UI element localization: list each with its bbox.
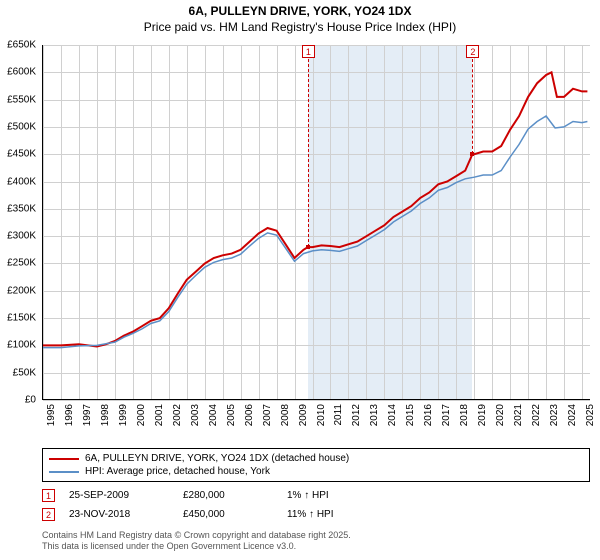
x-tick-label: 1995 bbox=[46, 404, 57, 426]
x-axis-labels: 1995 1996 1997 1998 1999 2000 2001 2002 2003 2004… bbox=[42, 402, 590, 447]
x-tick-label: 2022 bbox=[531, 404, 542, 426]
marker-connector bbox=[472, 59, 473, 154]
x-tick-label: 2012 bbox=[351, 404, 362, 426]
x-tick-label: 2001 bbox=[154, 404, 165, 426]
x-tick-label: 2013 bbox=[369, 404, 380, 426]
y-tick-label: £500K bbox=[7, 121, 36, 132]
legend-box: 6A, PULLEYN DRIVE, YORK, YO24 1DX (detac… bbox=[42, 448, 590, 482]
series-line bbox=[43, 116, 587, 348]
x-tick-label: 1997 bbox=[82, 404, 93, 426]
y-tick-label: £200K bbox=[7, 285, 36, 296]
x-tick-label: 2009 bbox=[298, 404, 309, 426]
y-tick-label: £100K bbox=[7, 340, 36, 351]
y-tick-label: £400K bbox=[7, 176, 36, 187]
chart-title-address: 6A, PULLEYN DRIVE, YORK, YO24 1DX bbox=[0, 4, 600, 20]
x-tick-label: 2024 bbox=[567, 404, 578, 426]
x-tick-label: 2000 bbox=[136, 404, 147, 426]
x-tick-label: 2005 bbox=[226, 404, 237, 426]
x-tick-label: 2007 bbox=[262, 404, 273, 426]
y-tick-label: £250K bbox=[7, 258, 36, 269]
x-tick-label: 2025 bbox=[585, 404, 596, 426]
marker-row: 2 23-NOV-2018 £450,000 11% ↑ HPI bbox=[42, 505, 590, 524]
x-tick-label: 2002 bbox=[172, 404, 183, 426]
chart-title-subtitle: Price paid vs. HM Land Registry's House … bbox=[0, 20, 600, 36]
x-tick-label: 2015 bbox=[405, 404, 416, 426]
x-tick-label: 2004 bbox=[208, 404, 219, 426]
y-tick-label: £300K bbox=[7, 231, 36, 242]
y-tick-label: £600K bbox=[7, 67, 36, 78]
marker-badge-on-chart: 1 bbox=[302, 45, 315, 58]
chart-plot-area: 12 bbox=[42, 45, 590, 400]
legend-item: 6A, PULLEYN DRIVE, YORK, YO24 1DX (detac… bbox=[49, 452, 583, 465]
marker-badge: 1 bbox=[42, 489, 55, 502]
y-tick-label: £350K bbox=[7, 203, 36, 214]
marker-point bbox=[470, 152, 474, 156]
marker-price: £450,000 bbox=[183, 509, 273, 520]
marker-hpi-delta: 1% ↑ HPI bbox=[287, 490, 329, 501]
marker-date: 23-NOV-2018 bbox=[69, 509, 169, 520]
footnote-line1: Contains HM Land Registry data © Crown c… bbox=[42, 530, 351, 541]
marker-point bbox=[306, 245, 310, 249]
sale-markers-table: 1 25-SEP-2009 £280,000 1% ↑ HPI 2 23-NOV-2018… bbox=[42, 486, 590, 524]
y-tick-label: £150K bbox=[7, 313, 36, 324]
x-tick-label: 1996 bbox=[64, 404, 75, 426]
x-tick-label: 2008 bbox=[280, 404, 291, 426]
plot-box: 12 bbox=[42, 45, 590, 400]
y-tick-label: £550K bbox=[7, 94, 36, 105]
legend-item: HPI: Average price, detached house, York bbox=[49, 465, 583, 478]
y-tick-label: £0 bbox=[25, 395, 36, 406]
x-tick-label: 2023 bbox=[549, 404, 560, 426]
legend-swatch bbox=[49, 458, 79, 460]
footnote-line2: This data is licensed under the Open Gov… bbox=[42, 541, 351, 552]
x-tick-label: 2003 bbox=[190, 404, 201, 426]
marker-badge-on-chart: 2 bbox=[466, 45, 479, 58]
x-tick-label: 2011 bbox=[333, 404, 344, 426]
series-line bbox=[43, 72, 587, 346]
x-tick-label: 2010 bbox=[316, 404, 327, 426]
x-tick-label: 2018 bbox=[459, 404, 470, 426]
marker-price: £280,000 bbox=[183, 490, 273, 501]
x-tick-label: 2019 bbox=[477, 404, 488, 426]
x-tick-label: 1999 bbox=[118, 404, 129, 426]
marker-hpi-delta: 11% ↑ HPI bbox=[287, 509, 334, 520]
marker-connector bbox=[308, 59, 309, 247]
x-tick-label: 2017 bbox=[441, 404, 452, 426]
x-tick-label: 2020 bbox=[495, 404, 506, 426]
x-tick-label: 2014 bbox=[387, 404, 398, 426]
marker-badge: 2 bbox=[42, 508, 55, 521]
y-axis-labels: £0£50K£100K£150K£200K£250K£300K£350K£400… bbox=[0, 45, 40, 400]
y-tick-label: £450K bbox=[7, 149, 36, 160]
footnote: Contains HM Land Registry data © Crown c… bbox=[42, 530, 351, 553]
x-tick-label: 2006 bbox=[244, 404, 255, 426]
line-series-svg bbox=[43, 45, 591, 400]
gridline-h bbox=[43, 400, 590, 401]
marker-date: 25-SEP-2009 bbox=[69, 490, 169, 501]
x-tick-label: 2021 bbox=[513, 404, 524, 426]
y-tick-label: £650K bbox=[7, 40, 36, 51]
marker-row: 1 25-SEP-2009 £280,000 1% ↑ HPI bbox=[42, 486, 590, 505]
legend-swatch bbox=[49, 471, 79, 473]
legend-label: HPI: Average price, detached house, York bbox=[85, 466, 270, 477]
x-tick-label: 1998 bbox=[100, 404, 111, 426]
x-tick-label: 2016 bbox=[423, 404, 434, 426]
y-tick-label: £50K bbox=[13, 367, 36, 378]
legend-label: 6A, PULLEYN DRIVE, YORK, YO24 1DX (detac… bbox=[85, 453, 349, 464]
